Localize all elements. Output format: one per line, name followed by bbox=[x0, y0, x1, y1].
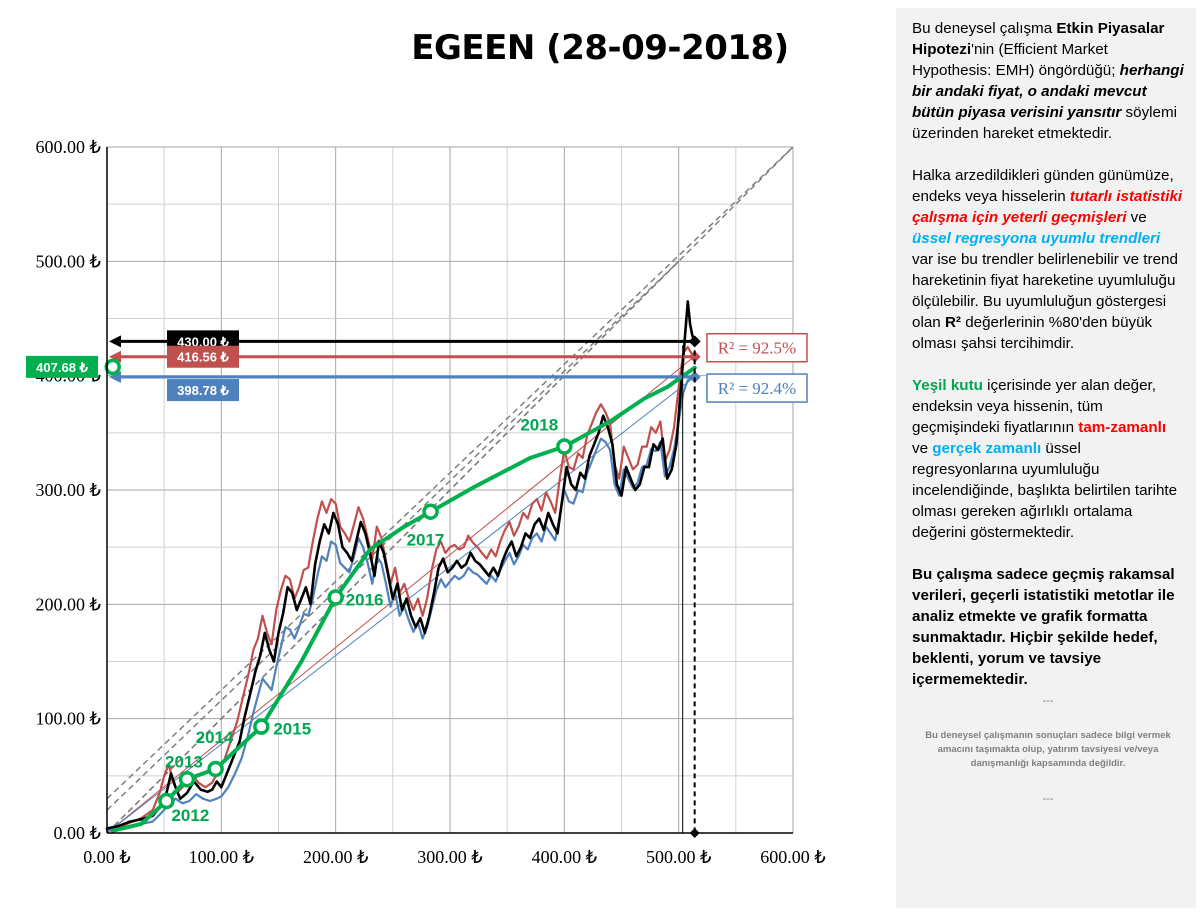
text-span: ve bbox=[1126, 209, 1147, 226]
year-label: 2016 bbox=[346, 590, 384, 609]
emh-highlight: Etkin Piyasalar Hipotezi bbox=[912, 20, 1165, 58]
chart-grid bbox=[106, 146, 794, 834]
x-tick-label: 100.00 ₺ bbox=[189, 847, 254, 867]
x-tick-label: 200.00 ₺ bbox=[303, 847, 368, 867]
x-tick-label: 0.00 ₺ bbox=[83, 847, 130, 867]
series-line-full-time bbox=[105, 346, 696, 831]
cyan-highlight: gerçek zamanlı bbox=[932, 440, 1042, 457]
separator-bottom: --- bbox=[1042, 793, 1054, 805]
red-highlight: tutarlı istatistiki çalışma için yeterli… bbox=[912, 188, 1183, 226]
level-box bbox=[167, 379, 239, 402]
text-span: 'nin (Efficient Market Hypothesis: EMH) … bbox=[912, 41, 1120, 79]
green-value-box bbox=[26, 355, 98, 378]
level-box-label: 416.56 ₺ bbox=[177, 350, 229, 365]
text-span: var ise bu trendler belirlenebilir ve tr… bbox=[912, 251, 1178, 331]
disclaimer-small: Bu deneysel çalışmanın sonuçları sadece … bbox=[925, 730, 1171, 769]
year-label: 2018 bbox=[520, 416, 558, 435]
year-marker bbox=[207, 760, 224, 778]
year-markers: 2012 2013 2014 2015 2016 2017 2018 bbox=[104, 358, 573, 825]
year-marker bbox=[178, 771, 196, 788]
y-tick-label: 100.00 ₺ bbox=[36, 709, 101, 729]
x-tick-label: 300.00 ₺ bbox=[417, 847, 482, 867]
separator-top: --- bbox=[1042, 695, 1054, 707]
year-marker bbox=[158, 792, 175, 810]
reference-line bbox=[106, 260, 680, 811]
year-label: 2015 bbox=[273, 720, 311, 739]
year-marker bbox=[253, 718, 270, 735]
x-tick-label: 500.00 ₺ bbox=[646, 847, 711, 867]
cyan-highlight: üssel regresyona uyumlu trendleri bbox=[912, 230, 1161, 247]
text-span: içerisinde yer alan değer, endeksin veya… bbox=[912, 377, 1156, 436]
x-tick-label: 400.00 ₺ bbox=[532, 847, 597, 867]
green-value-label: 407.68 ₺ bbox=[36, 360, 88, 375]
chart-axes: 0.00 ₺ 100.00 ₺ 200.00 ₺ 300.00 ₺ 400.00 ₺ 50… bbox=[36, 137, 826, 867]
y-tick-label: 0.00 ₺ bbox=[54, 823, 101, 843]
y-tick-label: 500.00 ₺ bbox=[36, 251, 101, 271]
text-span: değerlerinin %80'den büyük olması şahsi … bbox=[912, 314, 1153, 352]
green-box-paragraph: Yeşil kutu içerisinde yer alan değer, en… bbox=[912, 375, 1184, 543]
year-label: 2012 bbox=[171, 806, 209, 825]
level-box-label: 398.78 ₺ bbox=[177, 383, 229, 398]
chart-title: EGEEN (28-09-2018) bbox=[411, 28, 789, 68]
text-span: Bu deneysel çalışma bbox=[912, 20, 1057, 37]
green-highlight: Yeşil kutu bbox=[912, 377, 983, 394]
y-tick-label: 600.00 ₺ bbox=[36, 137, 101, 157]
text-span: söylemi üzerinden hareket etmektedir. bbox=[912, 104, 1178, 142]
year-marker bbox=[556, 438, 573, 455]
intro-paragraph: Bu deneysel çalışma Etkin Piyasalar Hipo… bbox=[912, 18, 1184, 144]
year-label: 2014 bbox=[196, 728, 234, 747]
y-tick-label: 200.00 ₺ bbox=[36, 594, 101, 614]
text-span: üssel regresyonlarına uyumluluğu incelen… bbox=[912, 440, 1178, 541]
method-paragraph: Halka arzedildikleri günden günümüze, en… bbox=[912, 165, 1184, 354]
r2-label: R² = 92.5% bbox=[718, 339, 796, 358]
level-box bbox=[167, 345, 239, 368]
y-tick-label: 300.00 ₺ bbox=[36, 480, 101, 500]
r2-label: R² = 92.4% bbox=[718, 379, 796, 398]
r2-box bbox=[706, 373, 808, 403]
text-span: ve bbox=[912, 440, 933, 457]
year-label: 2013 bbox=[165, 752, 203, 771]
current-value-marker bbox=[104, 358, 121, 376]
text-span: Halka arzedildikleri günden günümüze, en… bbox=[912, 167, 1174, 205]
x-tick-label: 600.00 ₺ bbox=[760, 847, 825, 867]
level-labels: 430.00 ₺416.56 ₺ 398.78 ₺ 407.68 ₺ R² = 92.… bbox=[26, 330, 808, 403]
disclaimer-bold: Bu çalışma sadece geçmiş rakamsal verile… bbox=[912, 566, 1175, 688]
level-diamond-marker bbox=[688, 371, 701, 384]
level-arrowhead-left bbox=[109, 371, 121, 384]
level-diamond-marker bbox=[688, 350, 701, 363]
level-arrowhead-left bbox=[109, 335, 121, 348]
reference-line bbox=[106, 146, 794, 800]
red-highlight: tam-zamanlı bbox=[1078, 419, 1167, 436]
year-marker bbox=[422, 503, 439, 520]
year-marker bbox=[327, 589, 344, 606]
series-line-price bbox=[105, 300, 697, 830]
chart-svg: 2012 2013 2014 2015 2016 2017 2018 0.00 ₺ 100.0… bbox=[26, 137, 826, 867]
level-arrowhead-left bbox=[109, 350, 121, 363]
level-box-label: 430.00 ₺ bbox=[177, 334, 229, 349]
emh-statement: herhangi bir andaki fiyat, o andaki mevc… bbox=[912, 62, 1184, 121]
r2-highlight: R² bbox=[944, 314, 961, 331]
year-label: 2017 bbox=[407, 531, 445, 550]
r2-box bbox=[706, 332, 808, 363]
side-panel: Bu deneysel çalışma Etkin Piyasalar Hipo… bbox=[896, 8, 1196, 908]
